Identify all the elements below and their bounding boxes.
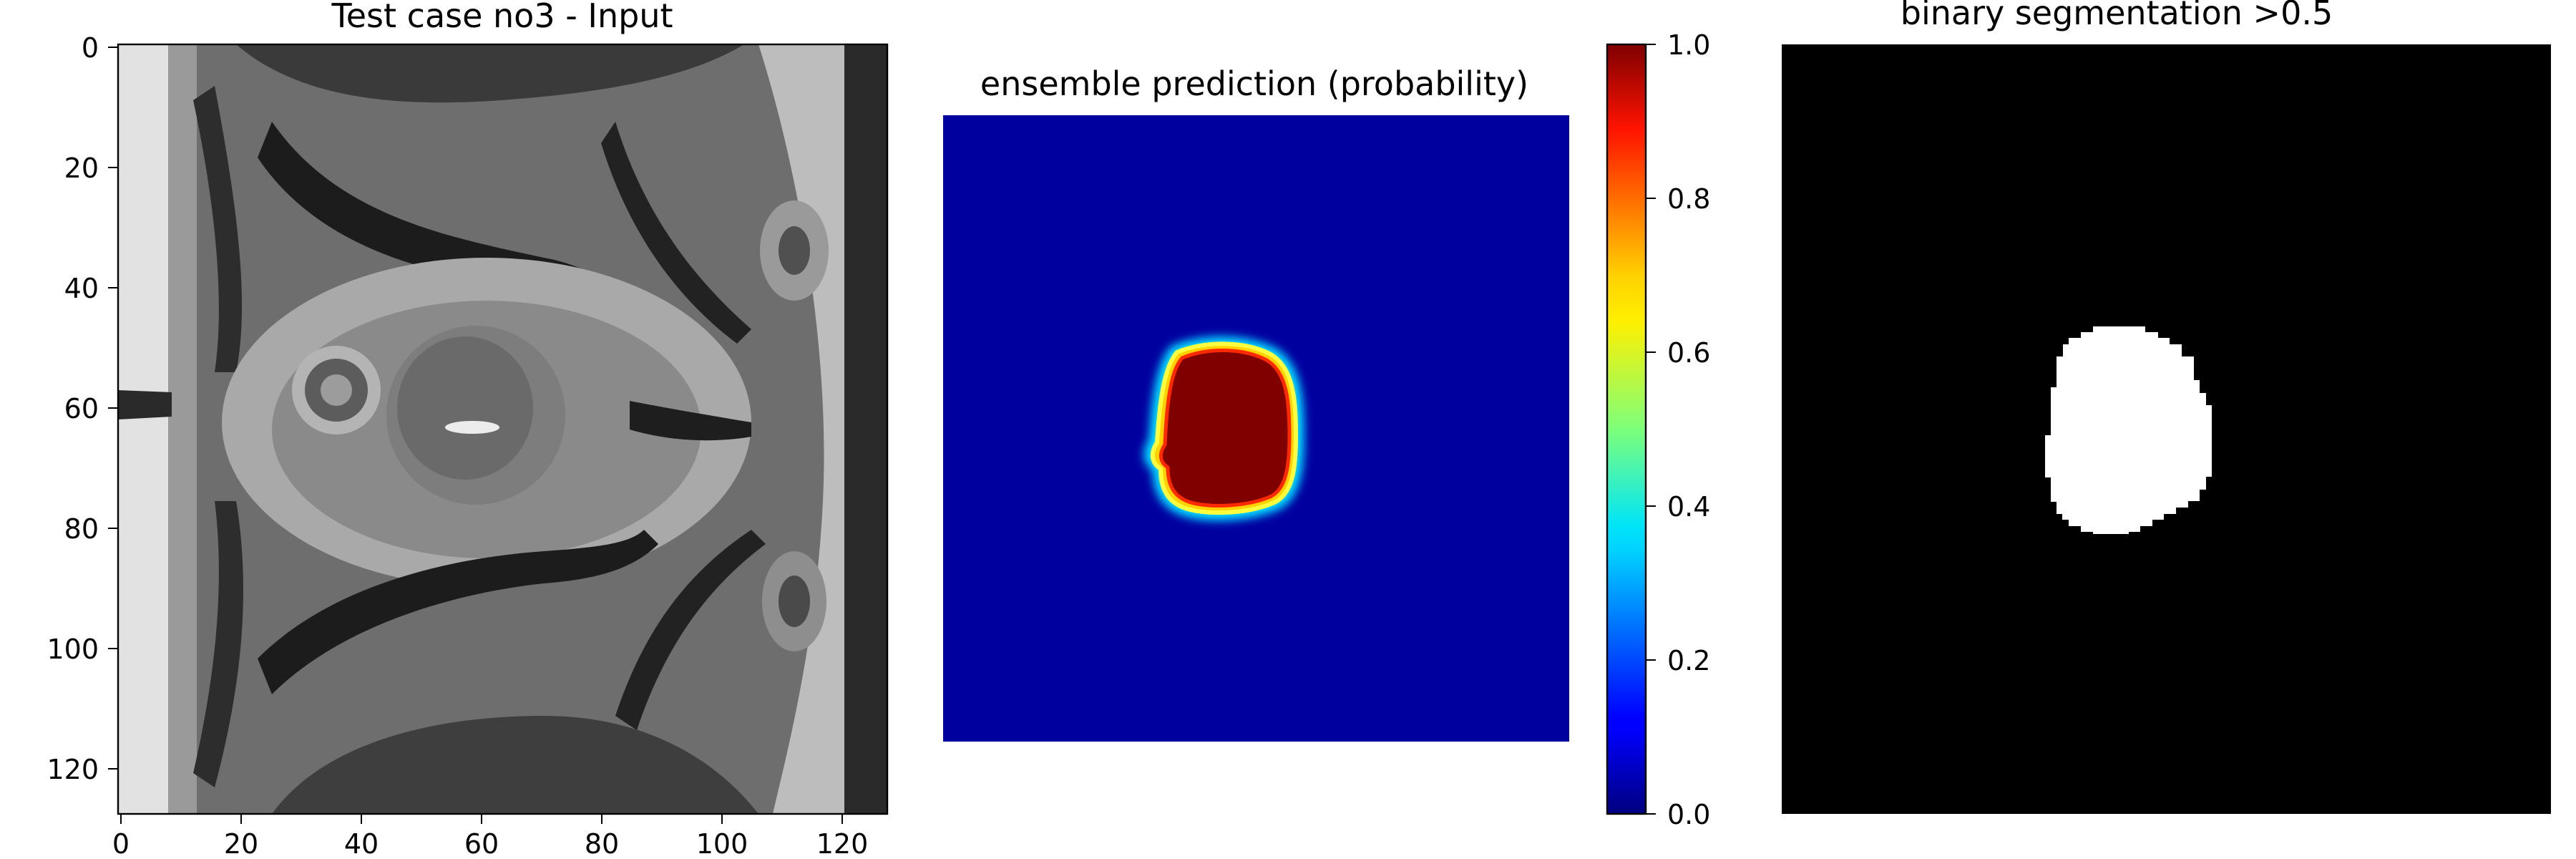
input-y-axis: 0 20 40 60 80 100 120 [47, 32, 118, 785]
input-panel-title: Test case no3 - Input [331, 0, 673, 35]
colorbar-tick-label: 1.0 [1667, 29, 1710, 61]
colorbar-tick-label: 0.6 [1667, 337, 1710, 369]
y-tick-label: 80 [64, 513, 99, 545]
x-tick-label: 60 [464, 828, 499, 859]
binary-panel-title: binary segmentation >0.5 [1901, 0, 2333, 32]
binary-panel: binary segmentation >0.5 [1782, 0, 2551, 814]
x-tick-label: 100 [696, 828, 748, 859]
input-panel-frame [117, 43, 889, 815]
y-tick-label: 0 [82, 32, 99, 64]
y-tick-label: 20 [64, 152, 99, 184]
y-tick-label: 100 [47, 634, 99, 665]
binary-mask [2045, 326, 2212, 534]
probability-core [1159, 349, 1292, 508]
x-tick-label: 20 [224, 828, 258, 859]
x-tick-label: 0 [112, 828, 130, 859]
x-tick-label: 120 [816, 828, 869, 859]
probability-panel: ensemble prediction (probability) [943, 64, 1569, 742]
x-tick-label: 80 [585, 828, 619, 859]
colorbar-tick-label: 0.0 [1667, 799, 1710, 830]
colorbar-gradient [1606, 43, 1647, 815]
y-tick-label: 60 [64, 393, 99, 424]
probability-panel-title: ensemble prediction (probability) [980, 64, 1528, 103]
x-tick-label: 40 [344, 828, 379, 859]
y-tick-label: 120 [47, 754, 99, 785]
colorbar-tick-label: 0.2 [1667, 645, 1710, 676]
colorbar-tick-label: 0.4 [1667, 491, 1710, 523]
colorbar: 0.0 0.2 0.4 0.6 0.8 1.0 [1606, 29, 1710, 830]
input-panel: Test case no3 - Input [47, 0, 889, 859]
colorbar-tick-label: 0.8 [1667, 183, 1710, 215]
y-tick-label: 40 [64, 273, 99, 304]
input-x-axis: 0 20 40 60 80 100 120 [112, 814, 868, 859]
mri-image [118, 44, 887, 814]
